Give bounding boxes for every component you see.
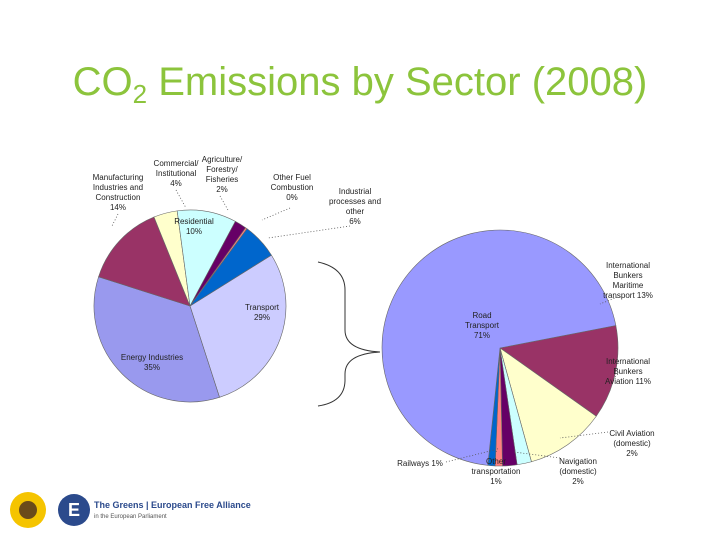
label-navigation: Navigation (domestic) 2% [559,457,597,486]
label-industrial: Industrial processes and other 6% [329,187,381,226]
sector-pie-chart [93,209,287,403]
sector-slice-transport [189,254,287,398]
label-agriculture: Agriculture/Forestry/Fisheries 2% [202,155,243,194]
greens-efa-logo-icon: E [10,492,90,528]
page-title: CO2 Emissions by Sector (2008) [72,60,648,109]
logo-subtext: in the European Parliament [94,514,167,520]
label-railways: Railways 1% [397,459,443,468]
svg-text:E: E [68,500,80,520]
sector-slice-industrial [189,228,272,307]
leader-line [219,195,229,211]
leader-line [495,447,499,453]
label-commercial: Commercial/Institutional 4% [154,159,200,188]
sector-slice-energy [93,276,220,403]
transport-pie-labels: Road Transport 71% International Bunkers Mari… [397,261,655,486]
transport-slice-road [381,229,617,466]
label-other-fuel: Other Fuel Combustion 0% [271,173,314,202]
sector-slice-manufacturing [98,216,191,307]
footer-logo: E The Greens | European Free Alliance in… [8,488,268,532]
transport-slice-aviation [499,347,597,463]
label-aviation: International Bunkers Aviation 11% [605,357,651,386]
leader-line [111,213,119,227]
bracket-connector [317,261,381,407]
label-road: Road Transport 71% [465,311,500,340]
label-energy: Energy Industries 35% [121,353,183,372]
transport-slice-maritime [499,325,619,417]
leader-line [175,189,187,209]
transport-pie-chart [381,229,619,467]
logo-text: The Greens | European Free Alliance [94,500,251,510]
leader-line [559,431,609,439]
leader-line [445,449,495,463]
leader-line [267,225,351,239]
label-other-transportation: Other transportation 1% [472,457,521,486]
leader-line [611,371,621,381]
leader-line [599,295,621,305]
label-transport: Transport 29% [245,303,280,322]
label-residential: Residential 10% [174,217,214,236]
label-manufacturing: Manufacturing Industries and Construction 1… [93,173,144,212]
label-maritime: International Bunkers Maritime transport 13… [603,261,653,300]
leader-line [261,207,291,221]
label-civil-aviation: Civil Aviation (domestic) 2% [609,429,654,458]
sector-pie-labels: Manufacturing Industries and Construction 1… [93,155,471,405]
